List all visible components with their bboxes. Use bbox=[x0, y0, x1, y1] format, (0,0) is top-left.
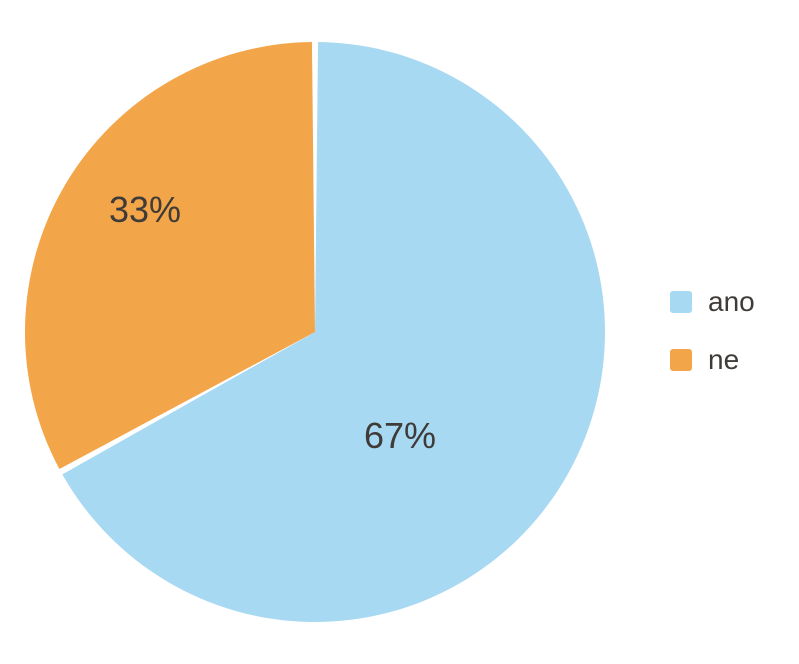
legend-item-ne: ne bbox=[670, 344, 755, 376]
pie-svg bbox=[25, 42, 605, 622]
legend-item-ano: ano bbox=[670, 286, 755, 318]
legend: ano ne bbox=[670, 286, 755, 376]
slice-label-ano: 67% bbox=[364, 415, 436, 457]
chart-stage: 67% 33% ano ne bbox=[0, 0, 799, 664]
legend-swatch-ne bbox=[670, 349, 692, 371]
pie-chart bbox=[25, 42, 605, 622]
legend-label-ano: ano bbox=[708, 286, 755, 318]
legend-swatch-ano bbox=[670, 291, 692, 313]
legend-label-ne: ne bbox=[708, 344, 739, 376]
slice-label-ne: 33% bbox=[109, 189, 181, 231]
